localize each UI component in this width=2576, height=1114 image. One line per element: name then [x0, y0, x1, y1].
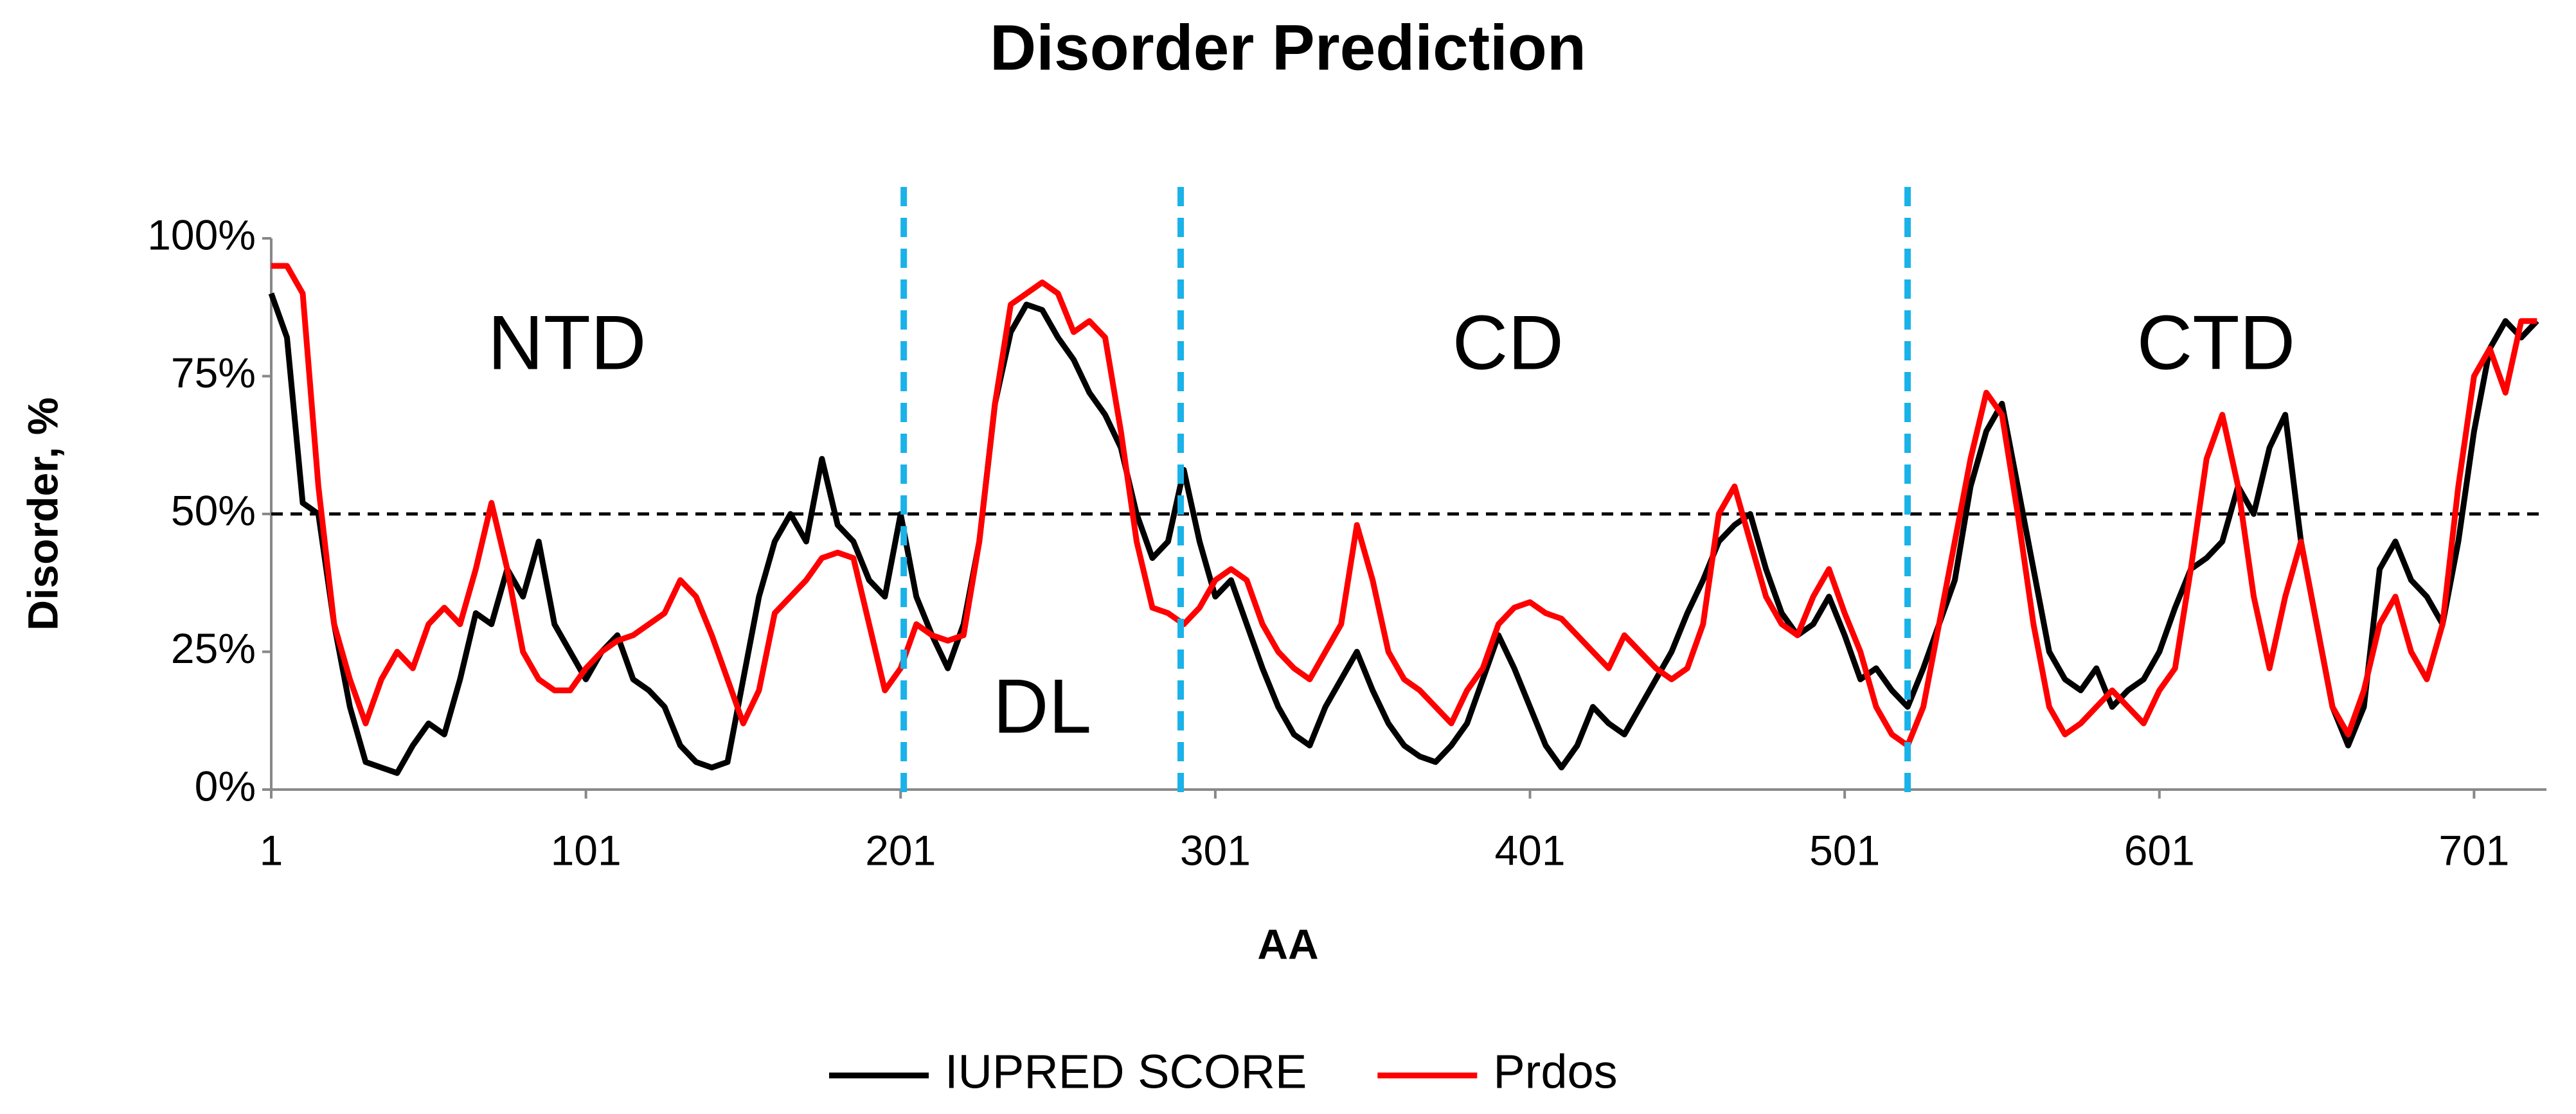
x-tick-label: 101 [551, 826, 622, 874]
y-tick-label: 50% [171, 486, 256, 534]
x-tick-label: 501 [1809, 826, 1880, 874]
x-tick-label: 201 [865, 826, 936, 874]
region-label: DL [993, 664, 1091, 750]
series-line [268, 292, 2539, 776]
y-tick-label: 0% [195, 762, 256, 809]
x-tick-label: 1 [260, 826, 283, 874]
x-axis-label: AA [1257, 920, 1318, 968]
x-tick-label: 401 [1494, 826, 1565, 874]
x-tick-label: 701 [2438, 826, 2509, 874]
chart-title: Disorder Prediction [990, 12, 1586, 84]
region-label: CTD [2137, 299, 2296, 385]
legend-label: IUPRED SCORE [945, 1045, 1307, 1099]
y-axis-label: Disorder, % [19, 397, 66, 630]
region-label: CD [1453, 299, 1564, 385]
y-tick-label: 25% [171, 624, 256, 672]
y-tick-label: 75% [171, 349, 256, 396]
legend-label: Prdos [1493, 1045, 1617, 1099]
x-tick-label: 301 [1180, 826, 1251, 874]
region-label: NTD [488, 299, 647, 385]
series-line [271, 263, 2537, 748]
x-tick-label: 601 [2124, 826, 2195, 874]
y-tick-label: 100% [147, 211, 256, 258]
